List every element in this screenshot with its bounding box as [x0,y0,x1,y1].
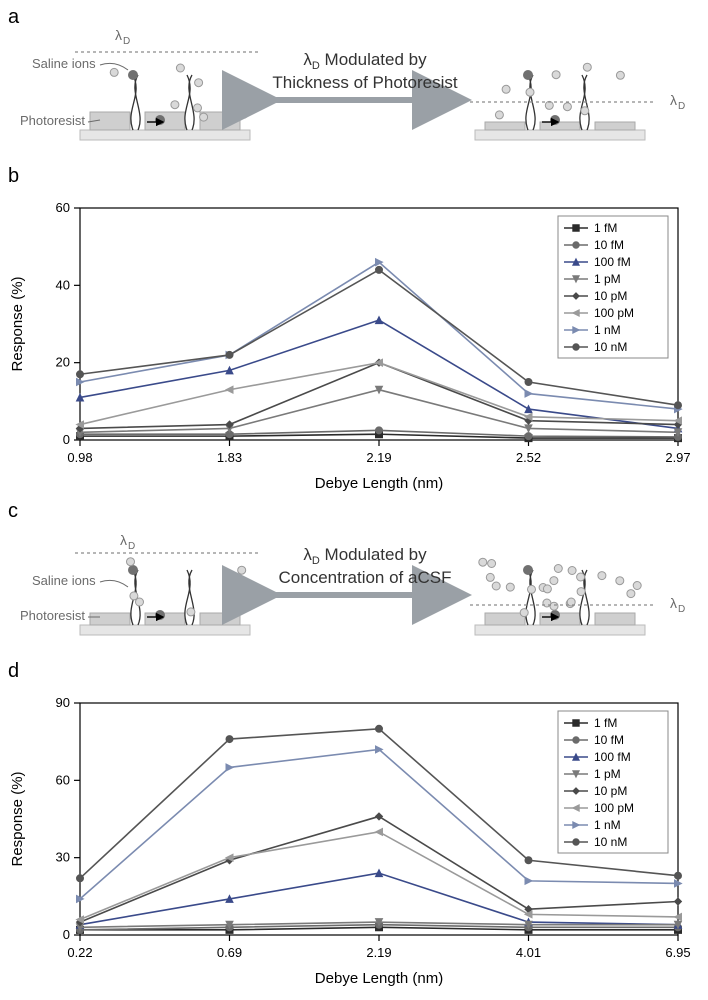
svg-text:10 pM: 10 pM [594,784,627,798]
svg-text:Saline ions: Saline ions [32,573,96,588]
schematic-c: λDλDSaline ionsPhotoresistλD Modulated b… [0,505,708,665]
svg-text:1 nM: 1 nM [594,818,621,832]
svg-text:0.22: 0.22 [67,945,92,960]
svg-text:λD Modulated by: λD Modulated by [303,50,427,72]
svg-text:D: D [123,36,130,47]
svg-text:40: 40 [56,277,70,292]
svg-text:D: D [678,101,685,112]
svg-text:λ: λ [115,27,122,43]
svg-text:0: 0 [63,927,70,942]
svg-text:2.97: 2.97 [665,450,690,465]
svg-text:2.19: 2.19 [366,945,391,960]
svg-text:100 fM: 100 fM [594,750,631,764]
svg-text:λ: λ [120,532,127,548]
svg-text:Thickness of Photoresist: Thickness of Photoresist [272,73,457,92]
svg-text:Response (%): Response (%) [9,771,26,866]
svg-text:Saline ions: Saline ions [32,56,96,71]
svg-text:20: 20 [56,355,70,370]
svg-text:1 fM: 1 fM [594,716,617,730]
svg-text:6.95: 6.95 [665,945,690,960]
svg-text:10 nM: 10 nM [594,835,627,849]
svg-text:1 pM: 1 pM [594,272,621,286]
svg-text:2.52: 2.52 [516,450,541,465]
chart-d: 0 30 60 90 0.22 0.69 2.19 4.01 6.95 Debye Length … [0,685,708,995]
svg-text:10 nM: 10 nM [594,340,627,354]
svg-text:60: 60 [56,200,70,215]
svg-text:λD Modulated by: λD Modulated by [303,545,427,567]
svg-text:Photoresist: Photoresist [20,608,85,623]
svg-text:0: 0 [63,432,70,447]
svg-text:λ: λ [670,92,677,108]
svg-text:60: 60 [56,772,70,787]
svg-text:0.69: 0.69 [217,945,242,960]
svg-text:Debye Length (nm): Debye Length (nm) [315,475,443,492]
svg-text:Photoresist: Photoresist [20,113,85,128]
svg-text:100 pM: 100 pM [594,801,634,815]
svg-text:10 fM: 10 fM [594,238,624,252]
chart-b: 0 20 40 60 0.98 1.83 2.19 2.52 2.97 Debye Length … [0,190,708,500]
svg-text:100 fM: 100 fM [594,255,631,269]
svg-text:Debye Length (nm): Debye Length (nm) [315,970,443,987]
svg-text:4.01: 4.01 [516,945,541,960]
svg-text:1.83: 1.83 [217,450,242,465]
svg-text:100 pM: 100 pM [594,306,634,320]
svg-text:D: D [128,541,135,552]
schematic-a: λDλDSaline ionsPhotoresistλD Modulated b… [0,10,708,170]
svg-text:1 pM: 1 pM [594,767,621,781]
svg-text:10 pM: 10 pM [594,289,627,303]
svg-text:10 fM: 10 fM [594,733,624,747]
svg-text:1 nM: 1 nM [594,323,621,337]
svg-text:D: D [678,604,685,615]
svg-text:30: 30 [56,850,70,865]
svg-text:Response (%): Response (%) [9,276,26,371]
svg-text:Concentration of aCSF: Concentration of aCSF [279,568,452,587]
svg-text:90: 90 [56,695,70,710]
svg-text:λ: λ [670,595,677,611]
svg-text:0.98: 0.98 [67,450,92,465]
svg-text:1 fM: 1 fM [594,221,617,235]
svg-text:2.19: 2.19 [366,450,391,465]
